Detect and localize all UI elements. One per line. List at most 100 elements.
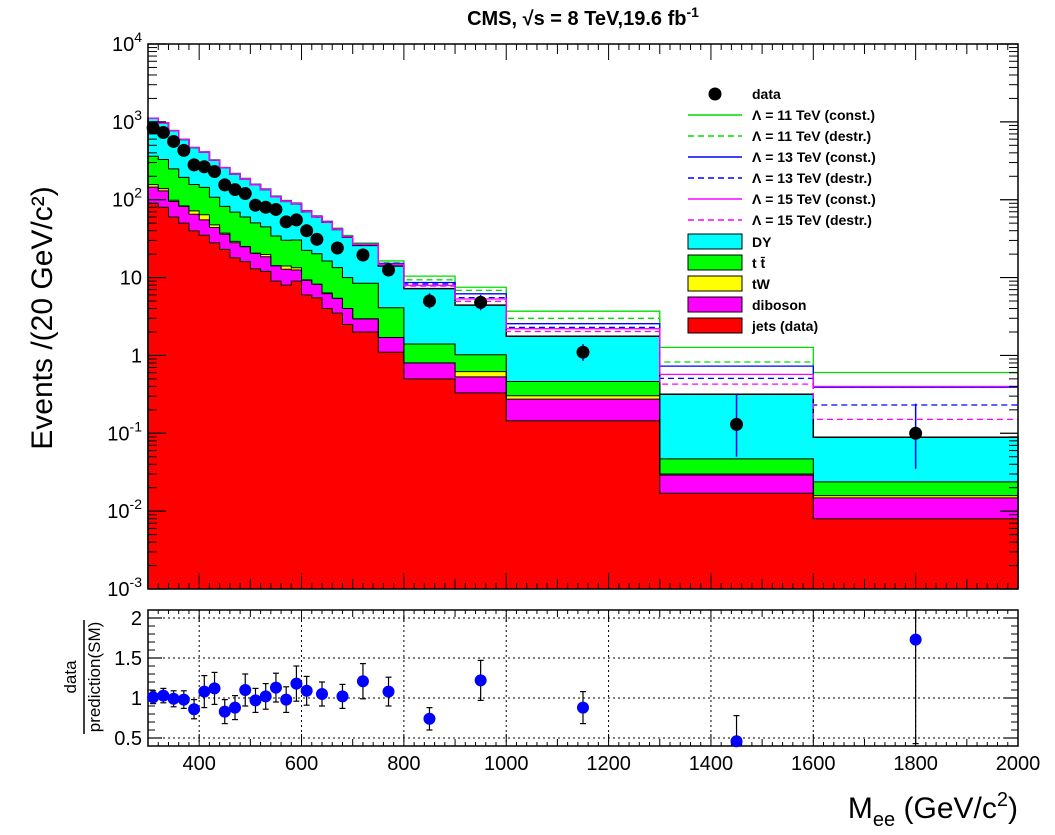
ratio-point-18 bbox=[356, 675, 369, 688]
chart-title: CMS, √s = 8 TeV,19.6 fb-1 bbox=[467, 4, 699, 30]
ratio-axis-ticks: 400 600 800 1000 1200 1400 1600 1800 2000 0.5 1 1.5… bbox=[114, 608, 1040, 775]
stack-bar-jetsdata-4 bbox=[188, 230, 200, 589]
top-plot-frame bbox=[147, 43, 1019, 590]
y-axis-label: Events /(20 GeV/c²) bbox=[26, 186, 59, 449]
legend-label-bkg-1: t t̄ bbox=[752, 255, 766, 271]
y-tick-label-0: 10-3 bbox=[107, 574, 142, 601]
legend-entry-signal-1: Λ = 11 TeV (destr.) bbox=[688, 128, 871, 144]
stack-bar-jetsdata-3 bbox=[178, 223, 190, 590]
legend-label-signal-3: Λ = 13 TeV (destr.) bbox=[752, 170, 872, 186]
stack-boundary-tt bbox=[148, 155, 1018, 483]
ratio-point-16 bbox=[316, 688, 328, 700]
legend-entry-bkg-2: tW bbox=[687, 275, 771, 292]
legend-label-signal-2: Λ = 13 TeV (const.) bbox=[752, 149, 876, 165]
legend-label-signal-4: Λ = 15 TeV (const.) bbox=[752, 191, 876, 207]
ratio-y-tick-label-3: 2 bbox=[131, 608, 142, 630]
ratio-point-19 bbox=[382, 685, 395, 698]
data-point-4 bbox=[187, 158, 201, 172]
legend-entry-bkg-4: jets (data) bbox=[687, 317, 818, 334]
stack-bar-jetsdata-11 bbox=[260, 271, 272, 589]
legend-marker-data bbox=[708, 87, 722, 101]
ratio-x-tick-label-3: 1000 bbox=[484, 753, 529, 775]
stack-bar-jetsdata-18 bbox=[332, 313, 343, 589]
y-tick-exp: -1 bbox=[130, 418, 143, 434]
data-point-21 bbox=[474, 295, 488, 309]
y-tick-base: 10 bbox=[112, 34, 134, 56]
ratio-point-23 bbox=[730, 735, 743, 748]
stack-bar-jetsdata-7 bbox=[219, 249, 231, 589]
y-tick-label-5: 102 bbox=[112, 185, 142, 212]
ratio-x-tick-label-8: 2000 bbox=[996, 753, 1041, 775]
ratio-label-denominator: prediction(SM) bbox=[85, 622, 104, 733]
stack-bar-jetsdata-15 bbox=[301, 294, 313, 589]
ratio-point-22 bbox=[577, 701, 589, 714]
data-point-5 bbox=[197, 160, 211, 174]
ratio-x-tick-label-0: 400 bbox=[182, 753, 215, 775]
data-point-23 bbox=[730, 417, 744, 431]
stack-boundary-diboson bbox=[148, 186, 1018, 499]
legend-label-data: data bbox=[752, 86, 781, 102]
ratio-point-0 bbox=[147, 691, 160, 704]
ratio-points bbox=[147, 609, 922, 748]
y-tick-exp: 2 bbox=[134, 185, 142, 201]
y-tick-label-4: 10 bbox=[120, 268, 142, 290]
ratio-x-tick-label-5: 1400 bbox=[689, 753, 734, 775]
y-tick-base: 10 bbox=[107, 423, 129, 445]
data-point-24 bbox=[909, 426, 923, 440]
data-point-12 bbox=[269, 202, 283, 216]
ratio-y-axis-label: data prediction(SM) bbox=[61, 620, 104, 734]
data-point-15 bbox=[300, 224, 314, 238]
stack-bar-jetsdata-24 bbox=[506, 420, 661, 589]
y-tick-exp: 3 bbox=[134, 107, 142, 123]
legend-label-bkg-4: jets (data) bbox=[751, 318, 818, 334]
stack-bar-jetsdata-19 bbox=[342, 324, 354, 589]
stack-bar-jetsdata-20 bbox=[352, 331, 379, 589]
y-tick-base: 10 bbox=[112, 190, 134, 212]
data-point-20 bbox=[422, 294, 436, 308]
data-point-18 bbox=[356, 248, 370, 262]
y-tick-exp: -3 bbox=[130, 574, 143, 590]
data-point-19 bbox=[382, 263, 396, 277]
ratio-point-11 bbox=[259, 690, 272, 703]
y-tick-base: 10 bbox=[107, 579, 129, 601]
ratio-point-12 bbox=[269, 681, 282, 694]
stack-bar-jetsdata-16 bbox=[311, 297, 323, 589]
ratio-point-7 bbox=[218, 705, 231, 718]
stack-bar-jetsdata-25 bbox=[659, 493, 814, 589]
stack-bar-jetsdata-5 bbox=[199, 235, 210, 589]
data-point-1 bbox=[156, 125, 170, 139]
legend-entry-bkg-0: DY bbox=[687, 233, 772, 250]
legend-label-bkg-3: diboson bbox=[752, 297, 806, 313]
y-tick-label-6: 103 bbox=[112, 107, 142, 134]
ratio-point-13 bbox=[280, 693, 293, 706]
stack-bar-jetsdata-12 bbox=[270, 281, 282, 589]
y-tick-label-1: 10-2 bbox=[107, 496, 142, 523]
ratio-x-tick-label-2: 800 bbox=[387, 753, 420, 775]
legend-label-bkg-2: tW bbox=[752, 276, 771, 292]
stack-bar-jetsdata-6 bbox=[209, 242, 221, 589]
y-tick-label-2: 10-1 bbox=[107, 418, 142, 445]
ratio-grid bbox=[148, 610, 1019, 746]
data-point-14 bbox=[289, 213, 303, 227]
y-tick-label-3: 1 bbox=[131, 345, 142, 367]
ratio-point-9 bbox=[239, 684, 252, 696]
ratio-point-21 bbox=[474, 674, 487, 687]
legend-entry-data: data bbox=[708, 86, 781, 102]
stack-bar-jetsdata-8 bbox=[229, 257, 241, 589]
stack-bar-jetsdata-13 bbox=[281, 285, 292, 589]
signal-hypothesis-lines bbox=[148, 117, 1018, 421]
ratio-point-1 bbox=[157, 689, 170, 702]
data-point-2 bbox=[167, 134, 181, 148]
ratio-y-tick-label-2: 1.5 bbox=[114, 648, 142, 670]
legend-entry-signal-0: Λ = 11 TeV (const.) bbox=[688, 107, 875, 123]
x-axis-label: Mee (GeV/c2) bbox=[848, 789, 1018, 831]
legend-entry-bkg-1: t t̄ bbox=[687, 254, 766, 271]
legend-swatch-bkg-0 bbox=[687, 233, 743, 250]
stack-bar-jetsdata-9 bbox=[240, 261, 251, 589]
y-tick-exp: 4 bbox=[134, 29, 142, 45]
data-point-8 bbox=[228, 183, 242, 197]
legend-entry-signal-5: Λ = 15 TeV (destr.) bbox=[688, 212, 872, 228]
signal-line-5 bbox=[148, 117, 1018, 421]
ratio-y-tick-label-1: 1 bbox=[131, 688, 142, 710]
